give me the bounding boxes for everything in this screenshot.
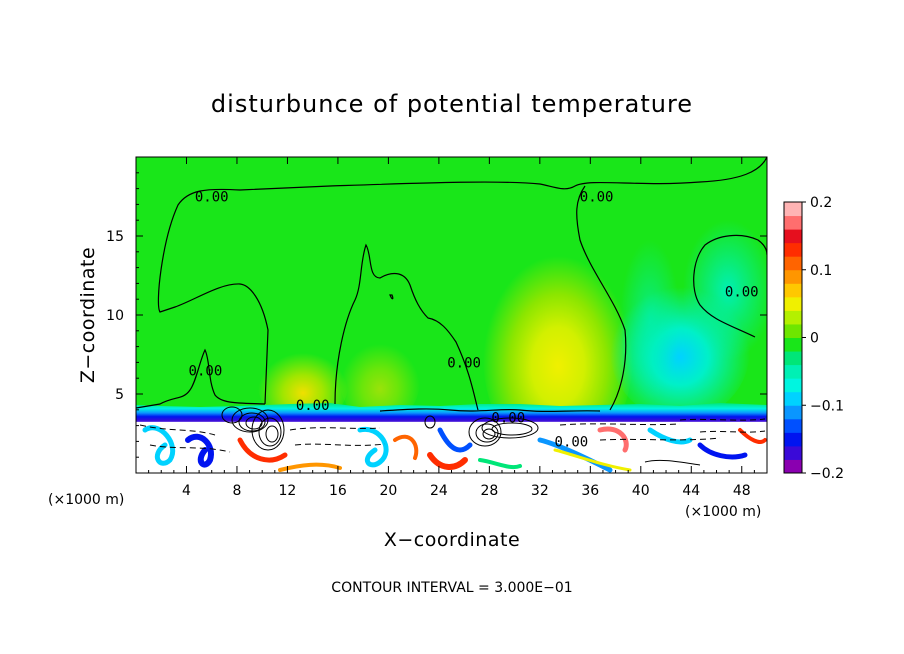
x-unit-right: (×1000 m) [685,504,761,520]
x-tick-label: 44 [682,483,700,499]
contour-label: 0.00 [491,411,525,427]
x-tick-label: 32 [531,483,549,499]
colorbar-tick-label: 0.2 [810,195,832,211]
contour-label: 0.00 [296,398,330,414]
y-axis-title: Z−coordinate [77,247,99,383]
zero-contour-interface [379,408,601,412]
x-tick-label: 16 [329,483,347,499]
contour-labels: 0.00 0.00 0.00 0.00 0.00 0.00 0.00 0.00 [189,190,759,451]
zero-contour-east-lobe [693,234,767,338]
colorbar-segment [784,351,802,366]
y-tick-label: 10 [106,308,124,324]
x-axis: 4 8 12 16 20 24 28 32 36 40 44 48 [148,157,755,499]
lower-structures [142,425,767,473]
colorbar-tick-label: −0.1 [810,398,844,414]
colorbar-segment [784,242,802,257]
colorbar-segment [784,391,802,406]
plot-area: 0.00 0.00 0.00 0.00 0.00 0.00 0.00 0.00 [136,157,767,473]
x-tick-label: 24 [430,483,448,499]
colorbar-segment [784,283,802,298]
colorbar-tick-label: −0.2 [810,466,844,482]
chart-title: disturbunce of potential temperature [211,90,693,118]
x-tick-label: 8 [232,483,241,499]
colorbar-segment [784,445,802,460]
zero-contour-east [576,185,627,411]
contour-label: 0.00 [580,190,614,206]
zero-contours [136,157,767,412]
zero-contour-west-lobe [136,348,266,409]
colorbar-segment [784,296,802,311]
cool-anomaly-upper [683,220,767,360]
x-tick-label: 12 [279,483,297,499]
x-tick-label: 20 [379,483,397,499]
colorbar-segment [784,378,802,393]
colorbar-segment [784,418,802,433]
colorbar-segment [784,202,802,217]
colorbar-tick-label: 0.1 [810,263,832,279]
cool-anomaly-center [620,240,680,400]
x-tick-label: 36 [581,483,599,499]
contour-label: 0.00 [189,363,223,379]
y-tick-label: 5 [115,387,124,403]
colorbar-segment [784,323,802,338]
y-axis: 5 10 15 [106,172,767,458]
colorbar-segment [784,310,802,325]
colorbar-segment [784,432,802,447]
colorbar-segment [784,215,802,230]
x-tick-label: 4 [182,483,191,499]
colorbar [784,202,802,474]
colorbar-segment [784,229,802,244]
contour-label: 0.00 [725,284,759,300]
contour-label: 0.00 [195,190,229,206]
x-tick-label: 48 [733,483,751,499]
contour-label: 0.00 [555,434,589,450]
x-tick-label: 40 [632,483,650,499]
colorbar-tick-label: 0 [810,331,819,347]
zero-contour-central [334,243,479,411]
contour-interval-label: CONTOUR INTERVAL = 3.000E−01 [331,580,572,596]
zero-contour-upper-west [157,157,767,405]
y-tick-label: 15 [106,229,124,245]
colorbar-segment [784,459,802,474]
colorbar-segment [784,269,802,284]
colorbar-segment [784,337,802,352]
x-unit-left: (×1000 m) [48,492,124,508]
colorbar-ticks: 0.2 0.1 0 −0.1 −0.2 [802,195,844,482]
lower-contours [139,406,766,466]
warm-anomaly-mid [340,335,420,425]
interface-band [136,403,767,425]
colorbar-segment [784,364,802,379]
x-axis-title: X−coordinate [384,529,520,551]
colorbar-segment [784,256,802,271]
contour-label: 0.00 [447,355,481,371]
colorbar-segment [784,405,802,420]
x-tick-label: 28 [480,483,498,499]
